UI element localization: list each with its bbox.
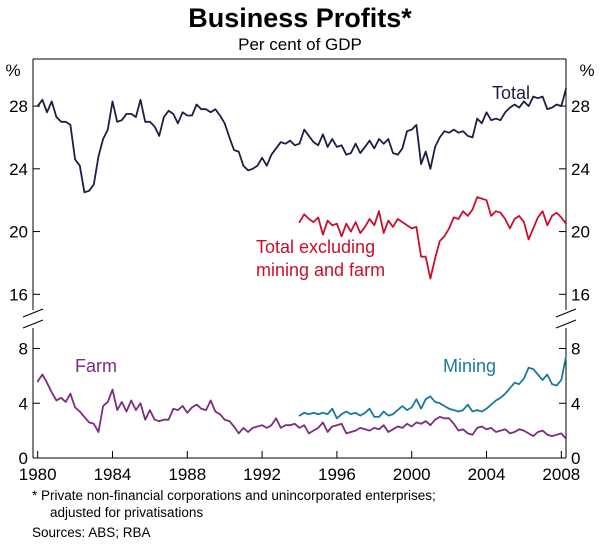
- x-tick-label-1984: 1984: [94, 465, 132, 484]
- upper-y-tick-label-left-20: 20: [9, 223, 28, 242]
- x-tick-label-1996: 1996: [318, 465, 356, 484]
- upper-y-tick-label-left-28: 28: [9, 97, 28, 116]
- sources-line: Sources: ABS; RBA: [32, 525, 151, 540]
- series-line-total-excluding-mining-and-farm: [298, 196, 567, 280]
- upper-y-tick-label-right-20: 20: [571, 223, 590, 242]
- x-tick-label-1980: 1980: [19, 465, 57, 484]
- lower-y-tick-label-left-4: 4: [19, 394, 28, 413]
- series-line-farm: [36, 373, 567, 440]
- upper-y-tick-label-right-16: 16: [571, 285, 590, 304]
- series-lines: [36, 87, 567, 440]
- footnote-line2: adjusted for privatisations: [50, 505, 203, 520]
- left-unit-label: %: [5, 61, 20, 80]
- panel-frame: [32, 58, 567, 459]
- axis-break-marks: [22, 308, 577, 329]
- series-label-mining: Mining: [443, 356, 496, 376]
- upper-y-tick-label-left-24: 24: [9, 160, 28, 179]
- chart-title: Business Profits*: [188, 3, 412, 33]
- upper-y-tick-label-right-24: 24: [571, 160, 590, 179]
- series-line-total: [36, 87, 567, 194]
- series-label-excluding-line2: mining and farm: [256, 260, 385, 280]
- series-line-mining: [298, 355, 567, 420]
- x-tick-label-2004: 2004: [468, 465, 506, 484]
- axis-break-left-2: [22, 319, 44, 329]
- right-unit-label: %: [579, 61, 594, 80]
- x-tick-label-2008: 2008: [542, 465, 580, 484]
- lower-y-tick-label-left-0: 0: [19, 449, 28, 468]
- lower-y-tick-label-right-4: 4: [571, 394, 580, 413]
- series-label-total: Total: [492, 83, 530, 103]
- series-label-excluding-line1: Total excluding: [256, 237, 375, 257]
- x-tick-label-1992: 1992: [243, 465, 281, 484]
- series-label-farm: Farm: [75, 356, 117, 376]
- axis-break-right-1: [555, 308, 577, 318]
- lower-y-tick-label-right-0: 0: [571, 449, 580, 468]
- axis-break-right-2: [555, 319, 577, 329]
- axis-break-left-1: [22, 308, 44, 318]
- lower-y-tick-label-left-8: 8: [19, 340, 28, 359]
- x-tick-label-2000: 2000: [393, 465, 431, 484]
- lower-y-tick-label-right-8: 8: [571, 340, 580, 359]
- footnote-line1: * Private non-financial corporations and…: [32, 488, 436, 503]
- upper-y-tick-label-left-16: 16: [9, 285, 28, 304]
- x-tick-label-1988: 1988: [168, 465, 206, 484]
- upper-y-tick-label-right-28: 28: [571, 97, 590, 116]
- chart-subtitle: Per cent of GDP: [238, 35, 362, 54]
